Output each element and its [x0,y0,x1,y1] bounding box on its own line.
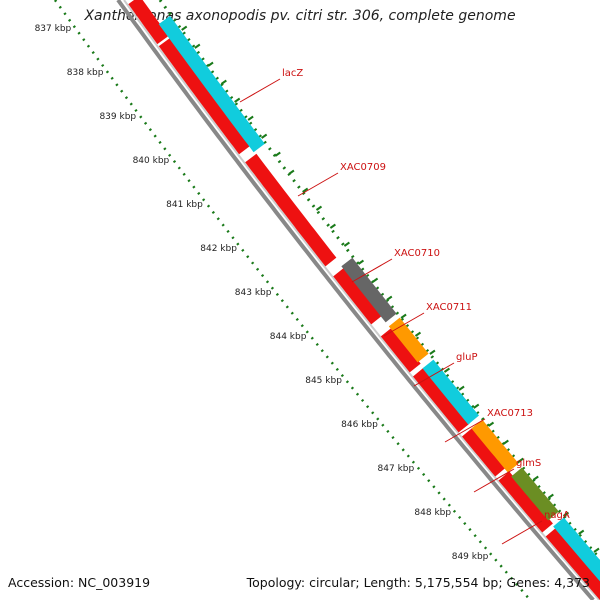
gene-segment[interactable] [158,15,265,153]
kbp-tick-label: 837 kbp [35,24,72,34]
gene-segment[interactable] [413,367,470,433]
gene-label[interactable]: nagA [544,510,570,521]
ruler-tick [372,277,379,283]
gene-label[interactable]: lacZ [282,68,303,79]
gene-segment[interactable] [341,257,397,323]
ruler-tick [532,475,539,481]
kbp-tick-label: 840 kbp [133,156,170,166]
ruler-tick [181,25,188,31]
ruler-tick [234,97,241,103]
gene-label[interactable]: XAC0713 [487,408,533,419]
ruler-tick [207,61,214,67]
backbone-highlight [123,0,600,600]
ruler-layer: 837 kbp 838 kbp 839 kbp 840 kbp 841 kbp 842 k… [35,0,600,600]
ruler-tick [288,169,295,175]
ruler-tick [274,151,281,157]
ruler-tick [562,511,570,517]
kbp-tick-label: 844 kbp [270,332,307,342]
label-layer: lacZ XAC0709 XAC0710 XAC0711 gluP XAC0713 glmS… [239,68,570,545]
gene-segment[interactable] [388,317,429,363]
ruler-tick [400,313,407,319]
ruler-tick [386,295,393,301]
label-leader-line [473,468,515,493]
ruler-tick [315,205,323,211]
kbp-tick-label: 846 kbp [341,420,378,430]
ruler-tick [578,529,585,535]
ruler-tick [247,115,254,121]
ruler-tick [429,349,436,355]
gene-label[interactable]: gluP [456,352,478,363]
kbp-tick-label: 849 kbp [452,552,489,562]
gene-label[interactable]: XAC0710 [394,248,440,259]
label-leader-line [383,312,425,337]
ruler-tick [329,223,336,229]
gene-segment[interactable] [511,467,559,521]
gene-segment[interactable] [245,153,337,267]
backbone-layer [116,0,600,600]
ruler-tick [593,547,600,553]
kbp-tick-label: 847 kbp [378,464,415,474]
accession-text: Accession: NC_003919 [8,575,151,590]
ruler-tick [302,187,309,193]
kbp-tick-label: 845 kbp [305,376,342,386]
kbp-tick-label: 838 kbp [67,68,104,78]
kbp-tick-label: 848 kbp [414,508,451,518]
ruler-tick [458,385,465,391]
ruler-tick [547,493,554,499]
gene-layer [128,0,600,600]
gene-label[interactable]: glmS [516,458,541,469]
kbp-tick-label: 839 kbp [99,112,136,122]
topology-text: Topology: circular; Length: 5,175,554 bp… [246,575,590,590]
ruler-tick [194,43,201,49]
kbp-tick-label: 842 kbp [200,244,237,254]
ruler-tick [502,439,509,445]
gene-segment[interactable] [545,527,600,600]
ruler-tick [487,421,495,427]
ruler-tick [473,403,480,409]
genome-title: Xanthomonas axonopodis pv. citri str. 30… [84,8,516,24]
ruler-tick [414,331,422,337]
ruler-tick [517,457,524,463]
ruler-tick [261,133,268,139]
label-leader-line [297,172,339,197]
gene-label[interactable]: XAC0711 [426,302,472,313]
ruler-tick [443,367,451,373]
ruler-tick [343,241,350,247]
label-leader-line [239,78,281,103]
label-leader-line [351,258,393,283]
gene-segment[interactable] [553,517,600,598]
backbone-line [116,0,595,600]
gene-segment[interactable] [333,267,383,325]
gene-segment[interactable] [128,0,169,45]
gene-segment[interactable] [498,471,553,533]
gene-segment[interactable] [158,37,251,155]
gene-label[interactable]: XAC0709 [340,162,386,173]
kbp-tick-label: 841 kbp [166,200,203,210]
ruler-tick [220,79,227,85]
label-leader-line [444,418,486,443]
inner-ruler-line [53,0,532,600]
gene-segment[interactable] [462,427,506,477]
label-leader-line [501,520,543,545]
gene-segment[interactable] [380,327,421,373]
ruler-tick [357,259,365,265]
kbp-tick-label: 843 kbp [235,288,272,298]
gene-segment[interactable] [471,419,519,473]
label-leader-line [413,362,455,387]
